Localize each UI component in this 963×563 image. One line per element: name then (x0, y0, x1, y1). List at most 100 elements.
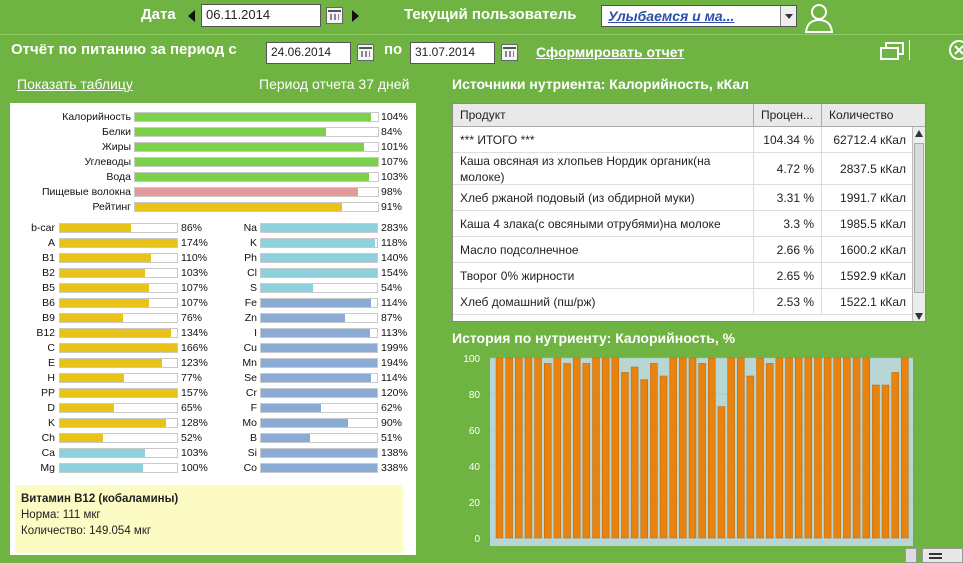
cell-percent: 3.3 % (754, 211, 822, 236)
history-bar[interactable] (785, 357, 793, 539)
history-bar[interactable] (611, 357, 620, 539)
close-icon[interactable] (945, 39, 963, 61)
history-bar[interactable] (737, 357, 745, 539)
col-header-percent[interactable]: Процен... (754, 104, 822, 127)
date-from-input[interactable]: 24.06.2014 (266, 42, 351, 64)
col-header-amount[interactable]: Количество (822, 104, 925, 127)
history-bar[interactable] (650, 363, 658, 539)
history-bar[interactable] (881, 384, 890, 539)
table-row[interactable]: Творог 0% жирности 2.65 % 1592.9 кКал (453, 263, 913, 289)
nutrient-percent: 103% (181, 267, 208, 279)
menu-button[interactable] (922, 548, 963, 563)
window-divider (909, 40, 910, 60)
history-bar[interactable] (592, 357, 600, 539)
history-bar[interactable] (804, 357, 813, 539)
date-to-input[interactable]: 31.07.2014 (410, 42, 495, 64)
table-row[interactable]: *** ИТОГО *** 104.34 % 62712.4 кКал (453, 127, 913, 153)
history-bar[interactable] (717, 406, 726, 539)
history-bar[interactable] (572, 357, 581, 539)
nutrient-name: Cu (243, 342, 257, 354)
calendar-from-icon[interactable] (357, 44, 374, 61)
history-bar[interactable] (765, 363, 774, 539)
cell-percent: 4.72 % (754, 153, 822, 184)
history-bar[interactable] (823, 357, 832, 539)
history-bar[interactable] (495, 357, 504, 539)
nutrient-name: B12 (36, 327, 55, 339)
calendar-icon[interactable] (326, 7, 343, 24)
show-table-link[interactable]: Показать таблицу (17, 76, 133, 92)
history-bar[interactable] (515, 357, 523, 539)
col-header-product[interactable]: Продукт (453, 104, 754, 127)
history-bar[interactable] (505, 357, 513, 539)
history-bar[interactable] (746, 375, 755, 539)
nutrient-percent: 65% (181, 402, 203, 414)
calendar-to-icon[interactable] (501, 44, 518, 61)
history-bar[interactable] (814, 357, 822, 539)
history-bar[interactable] (563, 363, 571, 539)
nutrient-name: Cr (245, 387, 257, 399)
history-bar[interactable] (659, 375, 668, 539)
user-select-value: Улыбаемся и ма... (608, 8, 735, 24)
nutrient-bar-fill (261, 389, 377, 397)
history-bar[interactable] (872, 384, 880, 539)
nutrient-name: E (47, 357, 55, 369)
prev-date-icon[interactable] (188, 10, 195, 22)
table-row[interactable]: Каша 4 злака(с овсяными отрубями)на моло… (453, 211, 913, 237)
cell-percent: 2.65 % (754, 263, 822, 288)
history-bar[interactable] (843, 357, 851, 539)
current-date-input[interactable]: 06.11.2014 (201, 4, 321, 27)
nutrient-bar-fill (60, 449, 146, 457)
next-date-icon[interactable] (352, 10, 359, 22)
cell-amount: 1522.1 кКал (840, 294, 906, 309)
nutrient-bar-track (59, 298, 178, 308)
generate-report-link[interactable]: Сформировать отчет (536, 44, 685, 60)
table-row[interactable]: Хлеб ржаной подовый (из обдирной муки) 3.… (453, 185, 913, 211)
nutrient-bar-track (134, 172, 379, 182)
history-chart: 0 20 40 60 80 100 (463, 354, 913, 546)
y-tick-label: 80 (469, 390, 481, 401)
history-bar[interactable] (688, 357, 697, 539)
history-bar[interactable] (601, 357, 610, 539)
history-bar[interactable] (775, 357, 784, 539)
history-bar[interactable] (630, 366, 639, 539)
nutrient-percent: 110% (181, 252, 208, 264)
table-scrollbar[interactable] (912, 127, 925, 321)
history-bar[interactable] (524, 357, 533, 539)
history-bar[interactable] (794, 357, 803, 539)
history-bar[interactable] (669, 357, 677, 539)
history-bar[interactable] (727, 357, 735, 539)
restore-window-icon[interactable] (879, 42, 905, 60)
nutrient-bar-fill (261, 284, 314, 292)
history-bar[interactable] (553, 357, 562, 539)
nutrient-name: Рейтинг (92, 201, 131, 213)
table-row[interactable]: Каша овсяная из хлопьев Нордик органик(н… (453, 153, 913, 185)
history-bar[interactable] (679, 357, 687, 539)
history-bar[interactable] (544, 363, 552, 539)
history-bar[interactable] (833, 357, 841, 539)
history-bar[interactable] (852, 357, 861, 539)
history-bar[interactable] (582, 363, 591, 539)
chevron-down-icon[interactable] (780, 6, 796, 26)
resize-grip[interactable] (905, 548, 917, 563)
scroll-down-icon[interactable] (915, 313, 923, 320)
nutrient-bar-track (59, 268, 178, 278)
history-bar[interactable] (862, 357, 870, 539)
history-bar[interactable] (901, 357, 909, 539)
history-bar[interactable] (534, 357, 542, 539)
user-select[interactable]: Улыбаемся и ма... (601, 5, 797, 27)
scroll-up-icon[interactable] (915, 130, 923, 137)
nutrient-percent: 101% (381, 141, 408, 153)
table-row[interactable]: Масло подсолнечное 2.66 % 1600.2 кКал (453, 237, 913, 263)
scroll-thumb[interactable] (914, 143, 924, 293)
history-bar[interactable] (756, 357, 764, 539)
user-profile-icon[interactable] (803, 1, 835, 33)
history-bar[interactable] (640, 379, 648, 539)
history-bar[interactable] (698, 363, 706, 539)
history-bar[interactable] (891, 372, 899, 539)
history-bar[interactable] (708, 357, 716, 539)
history-bar[interactable] (621, 372, 629, 539)
table-row[interactable]: Хлеб домашний (пш/рж) 2.53 % 1522.1 кКал (453, 289, 913, 315)
nutrient-name: b-car (31, 222, 55, 234)
nutrient-bar-fill (60, 374, 124, 382)
nutrient-name: Жиры (102, 141, 131, 153)
